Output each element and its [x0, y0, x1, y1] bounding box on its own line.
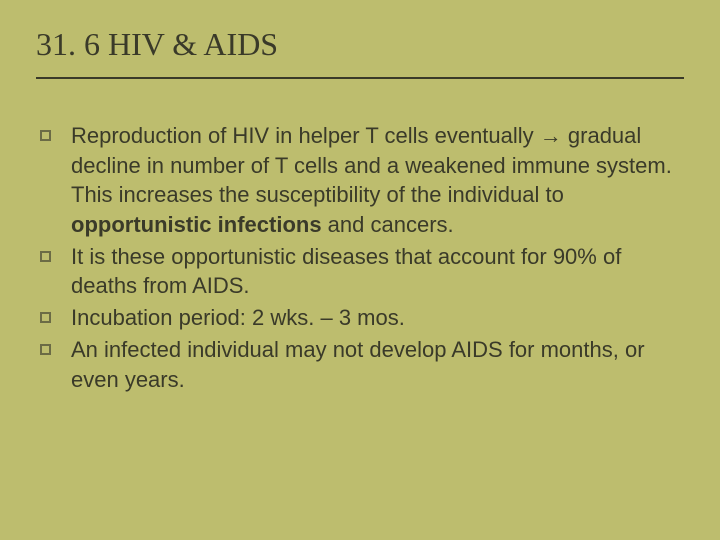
bullet-marker-icon	[40, 251, 51, 262]
bullet-item: It is these opportunistic diseases that …	[40, 242, 684, 301]
bullet-item: Incubation period: 2 wks. – 3 mos.	[40, 303, 684, 333]
slide-title: 31. 6 HIV & AIDS	[36, 26, 684, 79]
bullet-text: Incubation period: 2 wks. – 3 mos.	[71, 303, 684, 333]
plain-text: It is these opportunistic diseases that …	[71, 244, 621, 299]
bullet-text: It is these opportunistic diseases that …	[71, 242, 684, 301]
bullet-marker-icon	[40, 312, 51, 323]
bullet-text: Reproduction of HIV in helper T cells ev…	[71, 121, 684, 240]
plain-text: An infected individual may not develop A…	[71, 337, 645, 392]
bullet-item: An infected individual may not develop A…	[40, 335, 684, 394]
plain-text: Incubation period: 2 wks. – 3 mos.	[71, 305, 405, 330]
plain-text: Reproduction of HIV in helper T cells ev…	[71, 123, 672, 207]
bold-text: opportunistic infections	[71, 212, 322, 237]
bullet-item: Reproduction of HIV in helper T cells ev…	[40, 121, 684, 240]
slide-container: 31. 6 HIV & AIDS Reproduction of HIV in …	[0, 0, 720, 432]
bullet-marker-icon	[40, 130, 51, 141]
bullet-text: An infected individual may not develop A…	[71, 335, 684, 394]
plain-text: and cancers.	[322, 212, 454, 237]
slide-content: Reproduction of HIV in helper T cells ev…	[36, 121, 684, 394]
bullet-marker-icon	[40, 344, 51, 355]
